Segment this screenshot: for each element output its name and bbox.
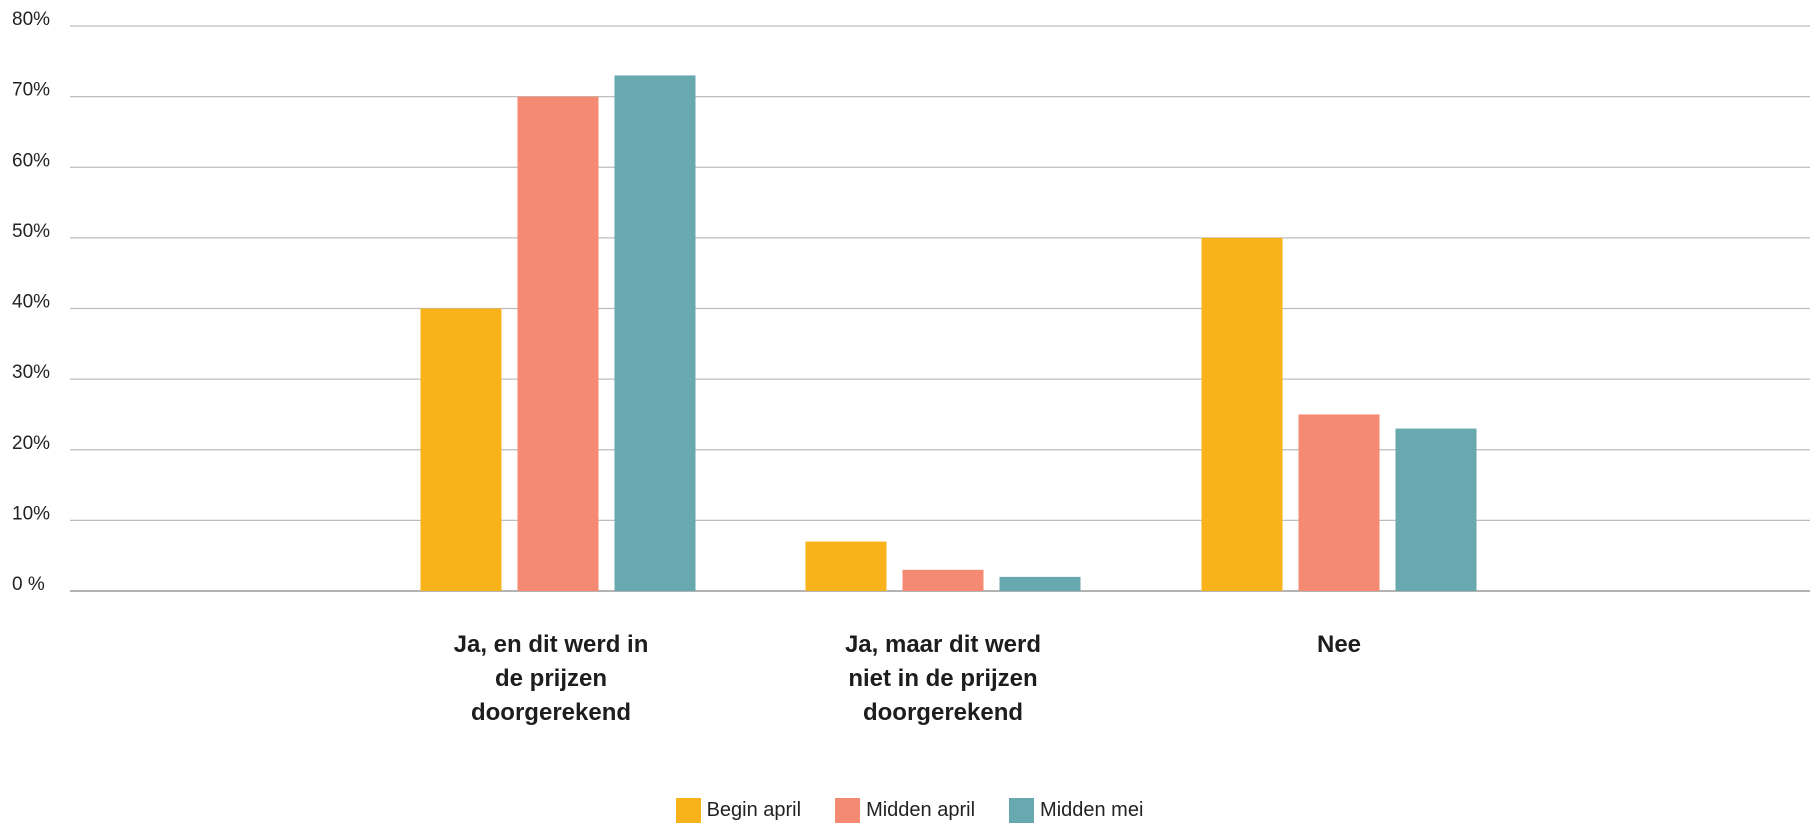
legend-item: Begin april — [675, 798, 802, 823]
category-label: Ja, maar dit werd niet in de prijzen doorg… — [813, 628, 1073, 730]
category-label-line: doorgerekend — [470, 699, 632, 726]
y-tick-label: 70% — [12, 80, 50, 101]
y-tick-label: 20% — [12, 433, 50, 454]
legend-item: Midden mei — [1009, 798, 1143, 823]
legend-label: Midden april — [866, 799, 976, 821]
legend-label: Begin april — [706, 799, 802, 821]
y-tick-label: 50% — [12, 221, 50, 242]
y-tick-label: 10% — [12, 503, 50, 524]
legend-swatch — [675, 798, 701, 823]
legend-label: Midden mei — [1040, 799, 1144, 821]
legend-swatch — [835, 798, 861, 823]
category-label: Nee — [1209, 628, 1469, 662]
category-label-line: doorgerekend — [862, 699, 1024, 726]
bar — [1395, 428, 1477, 591]
legend-item: Midden april — [835, 798, 975, 823]
bar — [517, 96, 599, 591]
bar — [999, 576, 1081, 591]
y-tick-label: 80% — [12, 9, 50, 30]
y-tick-label: 60% — [12, 150, 50, 171]
category-label-line: niet in de prijzen — [848, 665, 1038, 692]
bar — [420, 308, 502, 591]
category-label-line: Nee — [1316, 631, 1362, 658]
legend: Begin april Midden april Midden mei — [0, 798, 1819, 823]
y-tick-label: 40% — [12, 292, 50, 313]
bar — [902, 569, 984, 591]
bar — [614, 75, 696, 591]
legend-swatch — [1009, 798, 1035, 823]
bar — [1201, 237, 1283, 591]
category-label-line: Ja, en dit werd in — [453, 631, 649, 658]
bar — [1298, 414, 1380, 591]
y-tick-label: 30% — [12, 362, 50, 383]
category-label-line: de prijzen — [494, 665, 608, 692]
category-label-line: Ja, maar dit werd — [844, 631, 1042, 658]
y-tick-label: 0 % — [12, 574, 45, 595]
category-label: Ja, en dit werd in de prijzen doorgerekend — [421, 628, 681, 730]
bar — [805, 541, 887, 591]
